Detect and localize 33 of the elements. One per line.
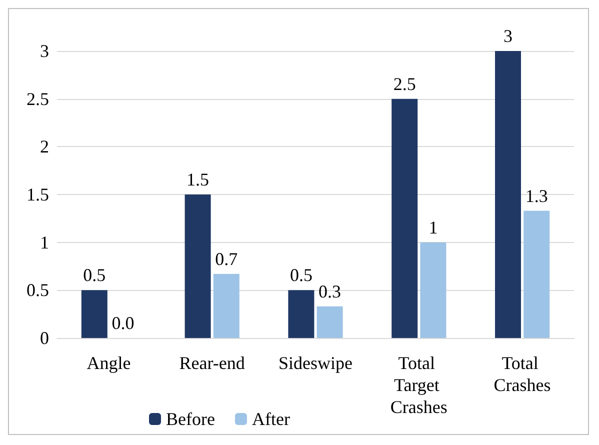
bar [81, 290, 108, 338]
data-label: 0.3 [318, 281, 342, 302]
bar [184, 194, 211, 338]
y-tick-label: 0.5 [26, 280, 49, 300]
data-label: 2.5 [393, 74, 416, 94]
data-label: 0.7 [215, 248, 238, 269]
y-tick-label: 1 [40, 232, 49, 252]
y-tick-label: 1.5 [26, 184, 49, 204]
data-label: 1.3 [525, 186, 548, 206]
data-label: 0.5 [83, 265, 106, 286]
data-label: 1 [428, 217, 438, 238]
bar [213, 274, 240, 338]
bar [288, 290, 314, 338]
data-label: 0.5 [290, 265, 312, 286]
bar [524, 210, 550, 338]
legend-label: Before [166, 409, 215, 429]
bar [316, 306, 343, 338]
x-tick-label: Rear-end [179, 353, 245, 373]
x-tick-label: Sideswipe [278, 353, 353, 373]
legend-label: After [252, 409, 290, 429]
data-label: 1.5 [186, 170, 210, 190]
data-label: 3 [504, 26, 512, 46]
x-tick-label: Total Crashes [494, 353, 551, 395]
y-tick-label: 2 [40, 136, 49, 157]
y-tick-label: 3 [40, 41, 49, 61]
bar [420, 242, 446, 338]
data-label: 0.0 [112, 313, 134, 333]
bar [392, 98, 418, 338]
bar [495, 51, 521, 338]
x-tick-label: Total Target Crashes [390, 353, 448, 417]
x-tick-label: Angle [86, 353, 131, 373]
y-tick-label: 2.5 [26, 88, 49, 109]
y-tick-label: 0 [40, 328, 49, 348]
